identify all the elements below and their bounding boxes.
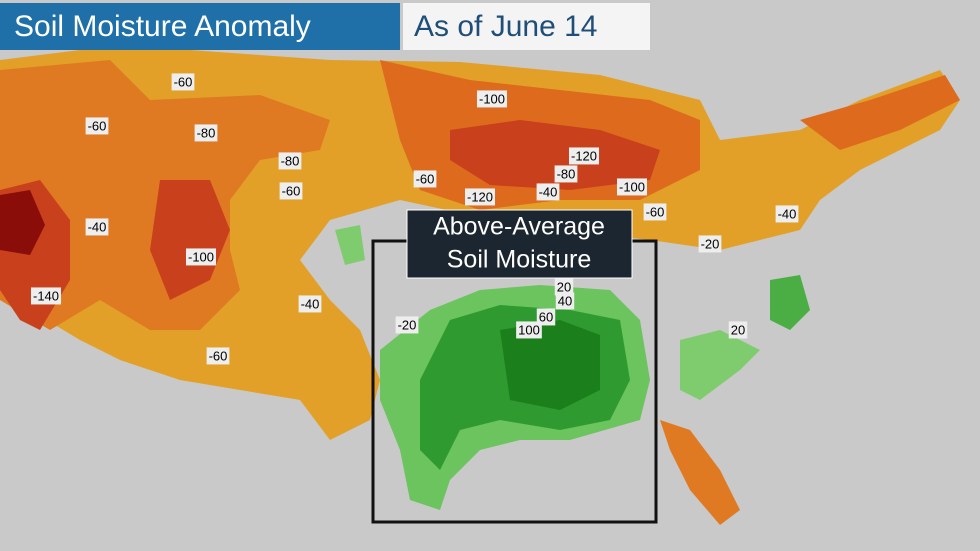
label-bg	[395, 316, 419, 334]
wettest-region	[500, 320, 600, 410]
contour-label: -80	[197, 125, 216, 140]
contour-label: -80	[281, 153, 300, 168]
label-bg	[643, 203, 667, 221]
contour-label: -40	[778, 206, 797, 221]
label-bg	[298, 295, 322, 313]
contour-label: -100	[619, 179, 645, 194]
contour-label: -60	[282, 183, 301, 198]
label-bg	[698, 235, 722, 253]
label-bg	[616, 178, 648, 196]
label-bg	[279, 182, 303, 200]
annotation-box	[406, 209, 633, 279]
wet-region	[335, 225, 365, 265]
annotation-line: Above-Average	[433, 213, 605, 241]
label-bg	[536, 308, 556, 326]
contour-label: -60	[209, 348, 228, 363]
contour-label: -60	[88, 118, 107, 133]
contour-label: -140	[33, 288, 59, 303]
label-bg	[85, 117, 109, 135]
drier-region	[660, 420, 740, 525]
very-dry-region	[150, 180, 230, 300]
contour-label: 20	[557, 279, 571, 294]
contour-label: -120	[571, 148, 597, 163]
label-bg	[555, 292, 575, 310]
contour-label: -60	[174, 74, 193, 89]
title: Soil Moisture Anomaly	[14, 10, 311, 43]
wet-region	[770, 275, 810, 330]
label-bg	[171, 73, 195, 91]
label-bg	[568, 147, 600, 165]
label-bg	[728, 321, 748, 339]
annotation-line: Soil Moisture	[447, 246, 592, 274]
date-bar	[403, 3, 650, 50]
label-bg	[775, 205, 799, 223]
label-bg	[476, 90, 508, 108]
extreme-dry-region	[0, 190, 45, 255]
contour-label: -20	[701, 236, 720, 251]
label-bg	[516, 321, 542, 339]
contour-label: -80	[557, 166, 576, 181]
contour-label: -120	[467, 189, 493, 204]
contour-labels: -60-60 -80-80-60-40-100-140-40-60-100-120…	[30, 73, 799, 365]
contour-label: -40	[88, 219, 107, 234]
contour-label: -40	[539, 184, 558, 199]
label-bg	[85, 218, 109, 236]
label-bg	[464, 188, 496, 206]
contour-label: -60	[416, 171, 435, 186]
label-bg	[194, 124, 218, 142]
label-bg	[554, 165, 578, 183]
label-bg	[278, 152, 302, 170]
contour-label: -100	[188, 249, 214, 264]
contour-label: 40	[558, 293, 572, 308]
label-bg	[413, 170, 437, 188]
drier-region	[800, 75, 960, 150]
label-bg	[30, 287, 62, 305]
contour-label: 100	[518, 322, 540, 337]
wet-region	[680, 330, 760, 400]
contour-label: 20	[731, 322, 745, 337]
contour-label: -100	[479, 91, 505, 106]
label-bg	[554, 278, 574, 296]
contour-label: -20	[398, 317, 417, 332]
contour-label: 60	[539, 309, 553, 324]
title-bar	[0, 3, 400, 50]
label-bg	[536, 183, 560, 201]
label-bg	[206, 347, 230, 365]
contour-label: -60	[646, 204, 665, 219]
label-bg	[185, 248, 217, 266]
very-dry-region	[450, 120, 660, 190]
date: As of June 14	[414, 10, 597, 43]
contour-label: -40	[301, 296, 320, 311]
